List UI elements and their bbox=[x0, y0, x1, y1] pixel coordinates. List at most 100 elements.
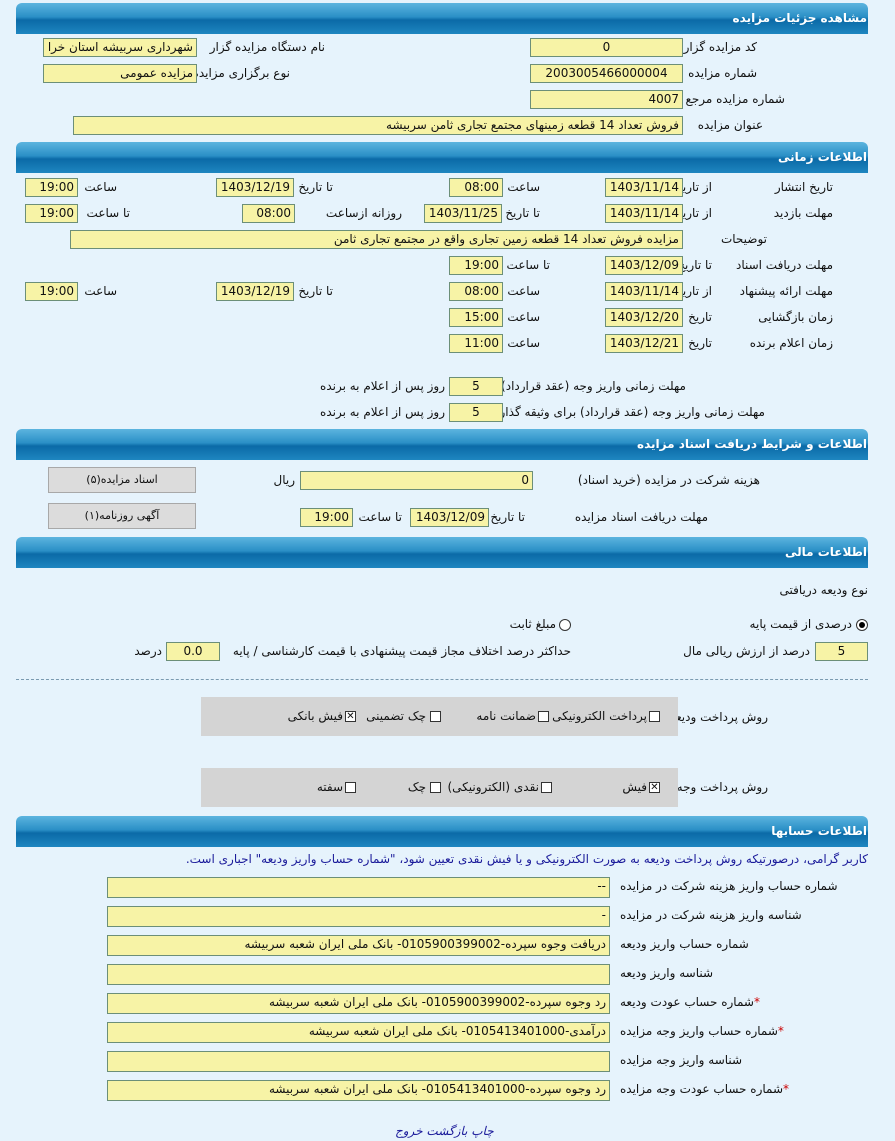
fee-field[interactable]: 0 bbox=[300, 471, 533, 490]
newspaper-ad-button[interactable]: آگهی روزنامه(۱) bbox=[48, 503, 196, 529]
from-date-label: از تاریخ bbox=[675, 284, 712, 298]
account-row-field[interactable] bbox=[107, 964, 610, 985]
section-header-timing: اطلاعات زمانی bbox=[16, 142, 868, 173]
number-field[interactable]: 2003005466000004 bbox=[530, 64, 683, 83]
account-row-field[interactable]: رد وجوه سپرده-0105900399002- بانک ملی ای… bbox=[107, 993, 610, 1014]
print-link[interactable]: چاپ bbox=[471, 1124, 494, 1138]
publish-to-time[interactable]: 19:00 bbox=[25, 178, 78, 197]
visit-daily-from[interactable]: 08:00 bbox=[242, 204, 295, 223]
deposit-method-bank-receipt-label: فیش بانکی bbox=[287, 709, 343, 723]
account-row-label: شناسه واریز وجه مزایده bbox=[620, 1051, 742, 1070]
deposit-method-guarantee-label: ضمانت نامه bbox=[476, 709, 536, 723]
org-field[interactable]: شهرداری سربیشه استان خرا bbox=[43, 38, 197, 57]
account-row-field[interactable]: - bbox=[107, 906, 610, 927]
publish-to-date[interactable]: 1403/12/19 bbox=[216, 178, 294, 197]
docs-deadline-time[interactable]: 19:00 bbox=[300, 508, 353, 527]
title-field[interactable]: فروش تعداد 14 قطعه زمینهای مجتمع تجاری ث… bbox=[73, 116, 683, 135]
time-label: ساعت bbox=[507, 180, 540, 194]
payment-method-cash-label: نقدی (الکترونیکی) bbox=[447, 780, 539, 794]
publish-from-time[interactable]: 08:00 bbox=[449, 178, 503, 197]
account-row-field[interactable]: رد وجوه سپرده-0105413401000- بانک ملی ای… bbox=[107, 1080, 610, 1101]
publish-from-date[interactable]: 1403/11/14 bbox=[605, 178, 683, 197]
org-label: نام دستگاه مزایده گزار bbox=[209, 40, 325, 54]
from-date-label: از تاریخ bbox=[675, 180, 712, 194]
payment-method-cheque-checkbox[interactable] bbox=[430, 782, 441, 793]
opening-date[interactable]: 1403/12/20 bbox=[605, 308, 683, 327]
payment-method-receipt-label: فیش bbox=[622, 780, 647, 794]
section-header-details: مشاهده جزئیات مزایده bbox=[16, 3, 868, 34]
account-row-field[interactable]: -- bbox=[107, 877, 610, 898]
opening-label: زمان بازگشایی bbox=[758, 310, 833, 324]
type-label: نوع برگزاری مزایده bbox=[192, 66, 290, 80]
date-label: تاریخ bbox=[688, 336, 712, 350]
deposit-percent-suffix: درصد از ارزش ریالی مال bbox=[683, 644, 810, 658]
type-field[interactable]: مزایده عمومی bbox=[43, 64, 197, 83]
section-title: اطلاعات حسابها bbox=[771, 824, 867, 838]
time-label: ساعت bbox=[507, 284, 540, 298]
section-title: مشاهده جزئیات مزایده bbox=[732, 11, 867, 25]
winner-time[interactable]: 11:00 bbox=[449, 334, 503, 353]
opening-time[interactable]: 15:00 bbox=[449, 308, 503, 327]
offer-to-date[interactable]: 1403/12/19 bbox=[216, 282, 294, 301]
pay-deadline-field[interactable]: 5 bbox=[449, 377, 503, 396]
pay-deadline-guarantor-field[interactable]: 5 bbox=[449, 403, 503, 422]
visit-to-time[interactable]: 19:00 bbox=[25, 204, 78, 223]
account-row-field[interactable]: دریافت وجوه سپرده-0105900399002- بانک مل… bbox=[107, 935, 610, 956]
deposit-type-label: نوع ودیعه دریافتی bbox=[779, 583, 868, 597]
offer-from-date[interactable]: 1403/11/14 bbox=[605, 282, 683, 301]
offer-from-time[interactable]: 08:00 bbox=[449, 282, 503, 301]
radio-percent[interactable] bbox=[856, 619, 868, 631]
payment-method-promissory-checkbox[interactable] bbox=[345, 782, 356, 793]
account-row-label: *شماره حساب عودت ودیعه bbox=[620, 993, 760, 1012]
radio-percent-label: درصدی از قیمت پایه bbox=[749, 617, 852, 631]
section-title: اطلاعات مالی bbox=[784, 545, 867, 559]
account-row-label: شناسه واریز ودیعه bbox=[620, 964, 713, 983]
offer-to-time[interactable]: 19:00 bbox=[25, 282, 78, 301]
back-link[interactable]: بازگشت bbox=[426, 1124, 468, 1138]
visit-to-date[interactable]: 1403/11/25 bbox=[424, 204, 502, 223]
account-row-label: شناسه واریز هزینه شرکت در مزایده bbox=[620, 906, 802, 925]
payment-method-promissory-label: سفته bbox=[316, 780, 343, 794]
number-label: شماره مزایده bbox=[688, 66, 757, 80]
currency-label: ریال bbox=[273, 473, 295, 487]
to-date-label: تا تاریخ bbox=[298, 180, 333, 194]
daily-from-label: روزانه ازساعت bbox=[325, 206, 402, 220]
doc-deadline-time[interactable]: 19:00 bbox=[449, 256, 503, 275]
radio-fixed[interactable] bbox=[559, 619, 571, 631]
deposit-method-label: روش پرداخت ودیعه bbox=[669, 710, 768, 724]
required-asterisk-icon: * bbox=[783, 1082, 790, 1096]
deposit-method-bank-receipt-checkbox[interactable]: ✕ bbox=[345, 711, 356, 722]
auction-docs-button[interactable]: اسناد مزایده(۵) bbox=[48, 467, 196, 493]
exit-link[interactable]: خروج bbox=[395, 1124, 423, 1138]
docs-deadline-date[interactable]: 1403/12/09 bbox=[410, 508, 489, 527]
winner-date[interactable]: 1403/12/21 bbox=[605, 334, 683, 353]
to-date-label: تا تاریخ bbox=[298, 284, 333, 298]
max-diff-field[interactable]: 0.0 bbox=[166, 642, 220, 661]
desc-label: توضیحات bbox=[720, 232, 767, 246]
deposit-percent-field[interactable]: 5 bbox=[815, 642, 868, 661]
deposit-method-electronic-checkbox[interactable] bbox=[649, 711, 660, 722]
to-date-label: تا تاریخ bbox=[677, 258, 712, 272]
doc-deadline-date[interactable]: 1403/12/09 bbox=[605, 256, 683, 275]
time-label: ساعت bbox=[84, 284, 117, 298]
visit-from-date[interactable]: 1403/11/14 bbox=[605, 204, 683, 223]
required-asterisk-icon: * bbox=[753, 995, 760, 1009]
section-header-accounts: اطلاعات حسابها bbox=[16, 816, 868, 847]
deposit-method-cheque-checkbox[interactable] bbox=[430, 711, 441, 722]
account-row-field[interactable]: درآمدی-0105413401000- بانک ملی ایران شعب… bbox=[107, 1022, 610, 1043]
payment-method-cash-checkbox[interactable] bbox=[541, 782, 552, 793]
account-label-text: شماره حساب واریز ودیعه bbox=[620, 937, 749, 951]
ref-label: شماره مزایده مرجع bbox=[685, 92, 785, 106]
code-field[interactable]: 0 bbox=[530, 38, 683, 57]
max-diff-suffix: درصد bbox=[134, 644, 162, 658]
publish-label: تاریخ انتشار bbox=[774, 180, 833, 194]
account-row-field[interactable] bbox=[107, 1051, 610, 1072]
desc-field[interactable]: مزایده فروش تعداد 14 قطعه زمین تجاری واق… bbox=[70, 230, 683, 249]
ref-field[interactable]: 4007 bbox=[530, 90, 683, 109]
account-label-text: شماره حساب عودت وجه مزایده bbox=[620, 1082, 784, 1096]
deposit-method-guarantee-checkbox[interactable] bbox=[538, 711, 549, 722]
fee-label: هزینه شرکت در مزایده (خرید اسناد) bbox=[577, 473, 760, 487]
section-header-docs: اطلاعات و شرایط دریافت اسناد مزایده bbox=[16, 429, 868, 460]
payment-method-receipt-checkbox[interactable]: ✕ bbox=[649, 782, 660, 793]
